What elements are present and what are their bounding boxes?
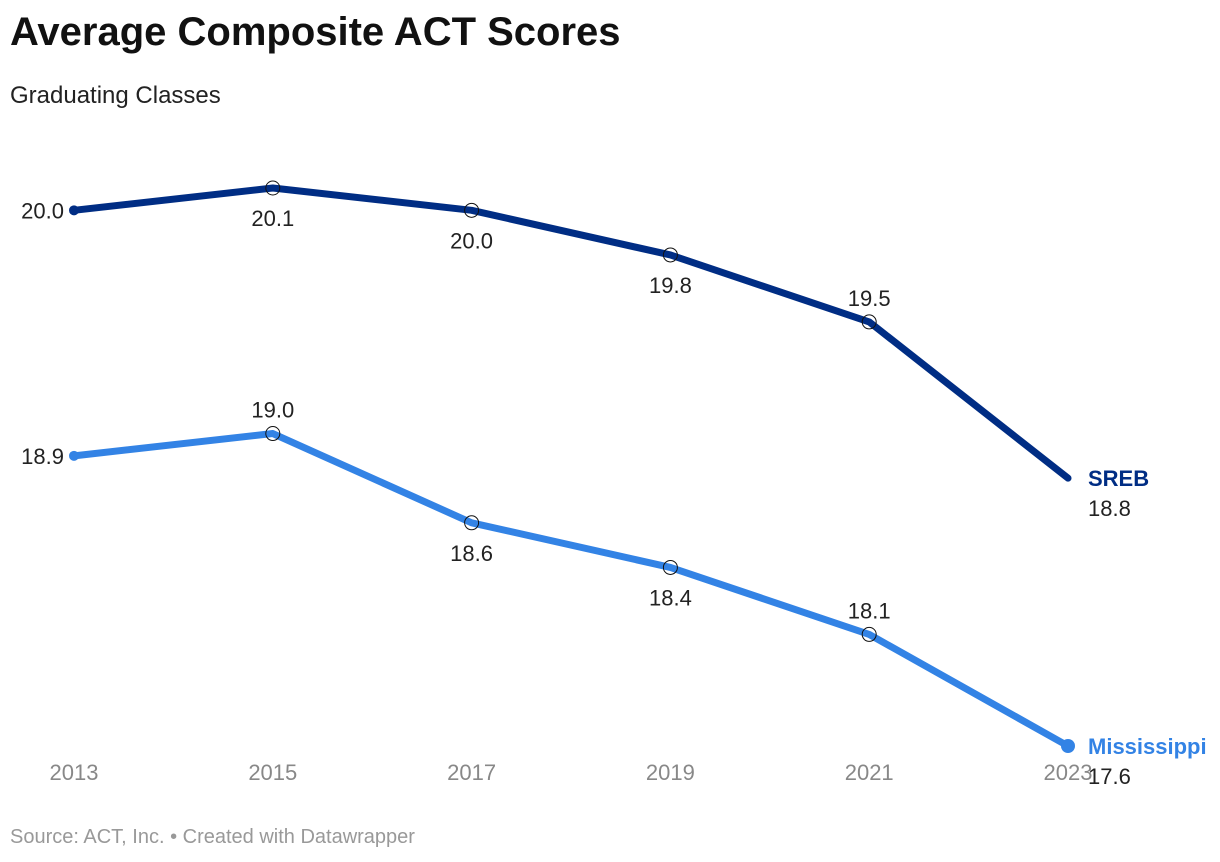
data-label: 20.0 [21, 198, 64, 223]
series-line-mississippi [70, 430, 1072, 750]
source-note: Source: ACT, Inc. • Created with Datawra… [10, 826, 415, 848]
data-label: 19.0 [251, 398, 294, 423]
data-label: 19.5 [848, 286, 891, 311]
data-label: 20.1 [251, 206, 294, 231]
series-line-sreb [70, 184, 1072, 482]
data-point-end [1061, 739, 1075, 753]
series-name-mississippi: Mississippi [1088, 734, 1207, 759]
x-tick-label: 2019 [646, 760, 695, 785]
data-label: 18.1 [848, 598, 891, 623]
data-point-start [69, 205, 79, 216]
data-label: 19.8 [649, 273, 692, 298]
data-label: 18.8 [1088, 496, 1131, 521]
series-name-sreb: SREB [1088, 466, 1149, 491]
data-point-marker [861, 626, 877, 642]
data-point-marker [464, 515, 480, 531]
data-label: 18.4 [649, 585, 692, 610]
chart-subtitle: Graduating Classes [10, 82, 221, 109]
data-point-marker [861, 314, 877, 330]
x-tick-label: 2023 [1044, 760, 1093, 785]
x-tick-label: 2017 [447, 760, 496, 785]
x-tick-label: 2015 [248, 760, 297, 785]
data-label: 18.6 [450, 541, 493, 566]
x-tick-label: 2013 [50, 760, 99, 785]
data-point-marker [464, 202, 480, 218]
chart-title: Average Composite ACT Scores [10, 10, 621, 54]
data-point-start [69, 450, 79, 461]
data-label: 18.9 [21, 444, 64, 469]
data-label: 17.6 [1088, 764, 1131, 789]
data-label: 20.0 [450, 228, 493, 253]
x-tick-label: 2021 [845, 760, 894, 785]
data-point-marker [662, 247, 678, 263]
data-point-marker [662, 559, 678, 575]
data-point-marker [265, 180, 281, 196]
data-point-marker [265, 426, 281, 442]
